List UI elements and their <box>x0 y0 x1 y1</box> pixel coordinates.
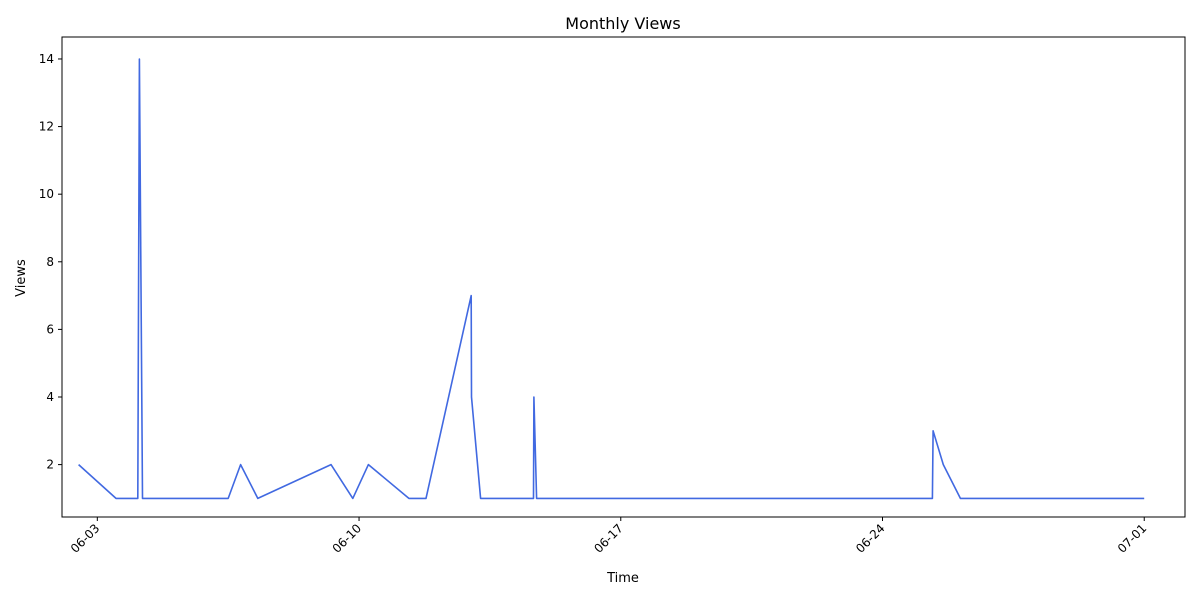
series-line-views <box>78 58 1145 500</box>
y-tick-label: 10 <box>39 187 54 201</box>
y-tick-label: 12 <box>39 120 54 134</box>
y-tick-label: 4 <box>46 390 54 404</box>
y-tick-label: 8 <box>46 255 54 269</box>
y-axis: 2 4 6 8 10 12 14 <box>39 52 62 472</box>
chart-title: Monthly Views <box>565 14 680 33</box>
plot-frame <box>61 36 1186 518</box>
y-tick-label: 6 <box>46 322 54 336</box>
x-axis-label: Time <box>606 571 639 586</box>
y-tick-label: 14 <box>39 52 54 66</box>
y-axis-label: Views <box>14 259 29 297</box>
y-tick-label: 2 <box>46 458 54 472</box>
